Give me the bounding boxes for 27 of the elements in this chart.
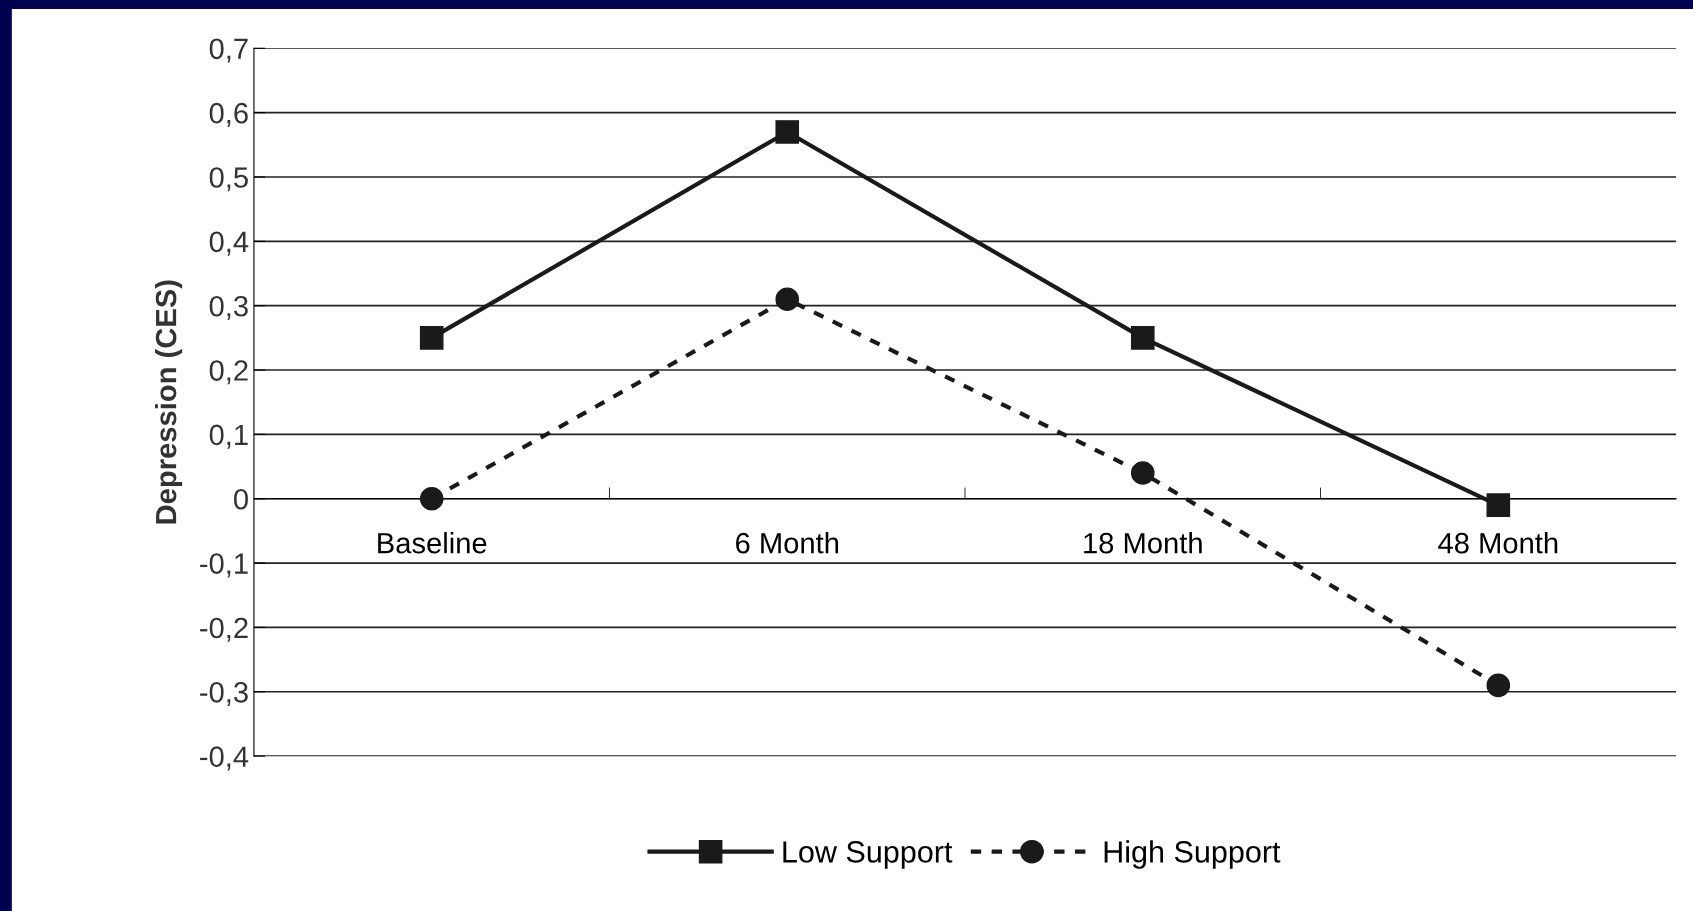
y-tick-label: 0,7 [209, 38, 248, 63]
y-tick-label: 0,4 [209, 231, 249, 256]
y-tick-label: 0,1 [209, 424, 248, 449]
point [1130, 326, 1155, 350]
point [775, 120, 800, 144]
point [419, 326, 444, 350]
x-tick-label: 48 Month [1438, 532, 1558, 554]
point [1486, 673, 1511, 698]
y-axis-title: Depression (CES) [154, 280, 183, 524]
y-tick-label: -0,3 [200, 681, 248, 707]
x-tick-label: 18 Month [1084, 532, 1202, 554]
point [1130, 461, 1155, 485]
x-tick-label: Baseline [378, 532, 487, 554]
y-tick-label: 0,6 [209, 102, 248, 127]
y-tick-label: 0,2 [209, 360, 248, 385]
y-tick-label: -0,4 [200, 746, 249, 771]
legend-label: Low Support [783, 841, 953, 869]
y-tick-label: -0,2 [200, 617, 248, 642]
x-tick-label: 6 Month [736, 532, 839, 554]
y-tick-label: 0 [234, 488, 248, 510]
y-tick-label: 0,5 [209, 167, 248, 192]
y-tick-label: 0,3 [209, 295, 248, 320]
point [419, 486, 444, 511]
legend-label: High Support [1104, 840, 1281, 869]
y-tick-label: -0,1 [200, 553, 248, 578]
point [775, 287, 800, 312]
point [1486, 493, 1511, 517]
